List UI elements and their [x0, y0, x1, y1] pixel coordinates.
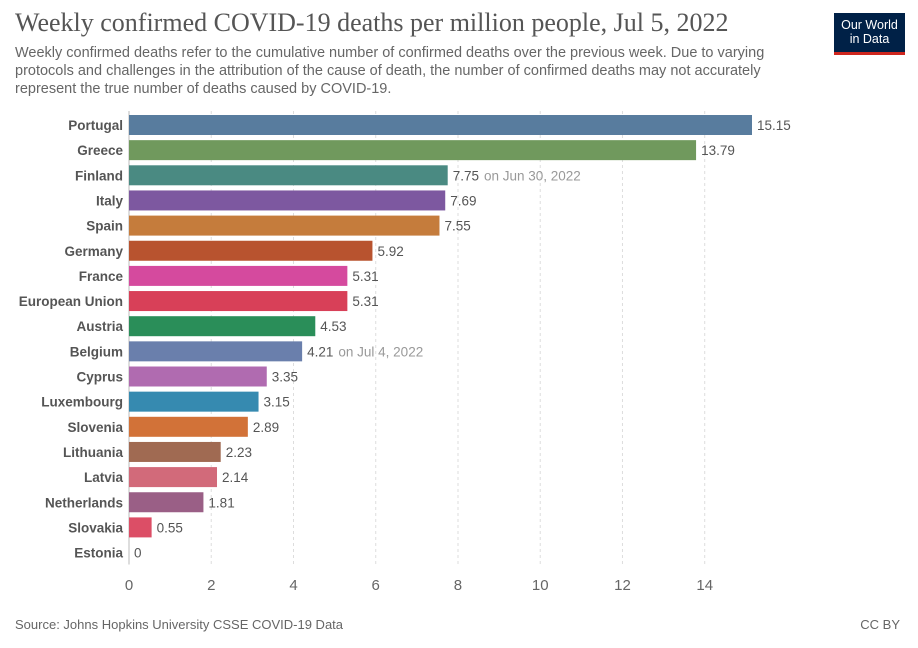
- bar-chart: 0 2 4 6 8 10 12 14 Portugal 15.15 Greece 13.79 Finla…: [19, 111, 791, 594]
- value-label: 7.55: [444, 219, 470, 234]
- date-annotation: on Jul 4, 2022: [338, 344, 423, 359]
- category-label[interactable]: Spain: [86, 219, 123, 234]
- x-tick-label: 0: [125, 577, 133, 594]
- x-tick-label: 14: [696, 577, 713, 594]
- value-label: 4.53: [320, 319, 346, 334]
- chart-title: Weekly confirmed COVID-19 deaths per mil…: [15, 8, 729, 37]
- bar-germany[interactable]: [129, 240, 373, 261]
- category-label[interactable]: Luxembourg: [41, 395, 123, 410]
- bar-italy[interactable]: [129, 190, 446, 211]
- bar-european-union[interactable]: [129, 291, 348, 312]
- bar-netherlands[interactable]: [129, 492, 204, 513]
- category-label[interactable]: Germany: [64, 244, 123, 259]
- value-label: 3.15: [264, 395, 290, 410]
- category-label[interactable]: Cyprus: [76, 370, 123, 385]
- bar-belgium[interactable]: [129, 341, 303, 362]
- value-label: 2.89: [253, 420, 279, 435]
- x-tick-label: 8: [454, 577, 462, 594]
- category-label[interactable]: Latvia: [84, 470, 124, 485]
- date-annotation: on Jun 30, 2022: [484, 168, 581, 183]
- value-label: 5.31: [352, 294, 378, 309]
- bar-luxembourg[interactable]: [129, 391, 259, 412]
- category-label[interactable]: Greece: [77, 143, 123, 158]
- category-label[interactable]: Italy: [96, 193, 124, 208]
- value-label: 0: [134, 546, 142, 561]
- bar-finland[interactable]: [129, 165, 448, 186]
- bar-france[interactable]: [129, 265, 348, 286]
- category-label[interactable]: Estonia: [74, 546, 123, 561]
- value-label: 13.79: [701, 143, 735, 158]
- value-label: 2.14: [222, 470, 249, 485]
- chart-subtitle: Weekly confirmed deaths refer to the cum…: [15, 45, 765, 97]
- category-label[interactable]: Slovakia: [68, 520, 123, 535]
- x-tick-label: 12: [614, 577, 631, 594]
- category-label[interactable]: Lithuania: [63, 445, 123, 460]
- value-label: 0.55: [157, 520, 183, 535]
- value-label: 2.23: [226, 445, 252, 460]
- value-label: 7.75: [453, 168, 479, 183]
- bar-spain[interactable]: [129, 215, 440, 236]
- category-label[interactable]: European Union: [19, 294, 123, 309]
- value-label: 4.21: [307, 344, 333, 359]
- category-label[interactable]: Slovenia: [67, 420, 123, 435]
- owid-logo[interactable]: Our World in Data: [834, 13, 905, 55]
- bar-latvia[interactable]: [129, 467, 218, 488]
- x-tick-label: 2: [207, 577, 215, 594]
- logo-line-2: in Data: [849, 32, 890, 46]
- category-label[interactable]: Portugal: [68, 118, 123, 133]
- bar-slovenia[interactable]: [129, 416, 248, 437]
- value-label: 15.15: [757, 118, 791, 133]
- bar-greece[interactable]: [129, 140, 697, 161]
- category-label[interactable]: Netherlands: [45, 495, 123, 510]
- x-tick-label: 4: [289, 577, 297, 594]
- value-label: 7.69: [450, 193, 476, 208]
- category-label[interactable]: France: [79, 269, 124, 284]
- value-label: 5.31: [352, 269, 378, 284]
- bar-cyprus[interactable]: [129, 366, 267, 387]
- bar-lithuania[interactable]: [129, 441, 221, 462]
- value-label: 1.81: [208, 495, 234, 510]
- license-link[interactable]: CC BY: [860, 617, 900, 632]
- value-label: 5.92: [377, 244, 403, 259]
- x-tick-label: 10: [532, 577, 549, 594]
- bar-portugal[interactable]: [129, 115, 752, 135]
- bar-slovakia[interactable]: [129, 517, 152, 538]
- category-label[interactable]: Finland: [75, 168, 123, 183]
- value-label: 3.35: [272, 370, 298, 385]
- category-label[interactable]: Belgium: [70, 344, 123, 359]
- category-label[interactable]: Austria: [76, 319, 123, 334]
- bar-austria[interactable]: [129, 316, 316, 337]
- logo-line-1: Our World: [841, 18, 898, 32]
- x-tick-label: 6: [372, 577, 380, 594]
- source-note[interactable]: Source: Johns Hopkins University CSSE CO…: [15, 617, 344, 632]
